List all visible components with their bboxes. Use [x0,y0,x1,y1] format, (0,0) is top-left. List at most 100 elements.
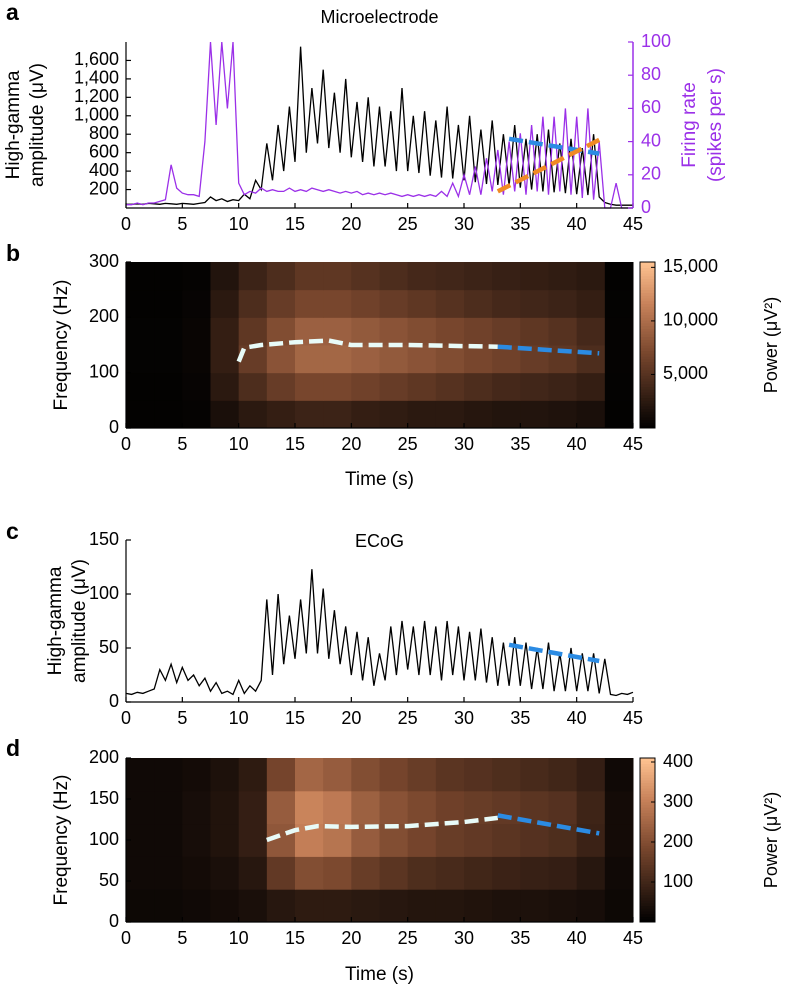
heatmap-cell [492,262,521,291]
heatmap-cell [379,317,409,346]
colorbar-slice [640,361,655,365]
colorbar-slice [640,273,655,277]
x-tick-label: 25 [398,214,418,234]
colorbar-slice [640,848,655,852]
heatmap-cell [154,400,183,429]
chart-title: ECoG [355,531,404,551]
heatmap-cell [210,823,240,857]
heatmap-cell [464,856,493,890]
colorbar-tick-label: 300 [663,791,693,811]
colorbar-slice [640,889,655,893]
heatmap-cell [435,823,465,857]
colorbar-slice [640,325,655,329]
colorbar-slice [640,842,655,846]
colorbar-slice [640,831,655,836]
heatmap-cell [576,856,606,890]
heatmap-cell [295,400,324,429]
heatmap-cell [604,790,634,825]
x-tick-label: 15 [285,214,305,234]
colorbar-slice [640,864,655,868]
heatmap-cell [182,856,211,890]
heatmap-cell [520,289,549,318]
heatmap-cell [126,758,155,792]
x-tick-label: 25 [398,708,418,728]
colorbar-slice [640,320,655,324]
panel-label: c [6,518,19,544]
y-tick-label: 150 [89,529,119,549]
trend-line [508,136,600,156]
colorbar-slice [640,403,655,407]
heatmap-cell [464,823,493,857]
data-line [125,569,634,697]
x-tick-label: 45 [623,708,643,728]
heatmap-cell [435,400,465,429]
y-axis-label: Frequency (Hz) [51,280,72,411]
y-tick-label: 200 [89,178,119,198]
colorbar-slice [640,281,655,285]
colorbar-slice [640,870,655,874]
heatmap-cell [210,345,240,374]
heatmap-cell [379,262,409,291]
colorbar-slice [640,826,655,830]
heatmap-cell [379,758,409,792]
heatmap-cell [210,262,240,291]
heatmap-cell [323,889,352,923]
heatmap-cell [576,400,606,429]
x-tick-label: 10 [229,928,249,948]
heatmap-cell [126,790,155,825]
colorbar-slice [640,908,655,912]
colorbar-slice [640,297,655,302]
heatmap-cell [492,823,521,857]
heatmap-cell [154,889,183,923]
colorbar-slice [640,913,655,918]
colorbar-slice [640,306,655,310]
heatmap-cell [520,262,549,291]
colorbar-frame [639,261,656,429]
colorbar-slice [640,840,655,844]
heatmap-cell [604,400,634,429]
heatmap-cell [464,262,493,291]
x-tick-label: 35 [510,434,530,454]
heatmap-cell [238,823,268,857]
heatmap-cell [548,400,578,429]
heatmap-cell [407,400,437,429]
colorbar-slice [640,372,655,376]
colorbar-slice [640,394,655,399]
y2-tick-label: 20 [641,164,661,184]
heatmap-cell [238,400,268,429]
heatmap-cell [379,400,409,429]
x-tick-label: 35 [510,708,530,728]
heatmap-cell [210,400,240,429]
heatmap-cell [407,790,437,825]
heatmap-cell [520,823,549,857]
colorbar-slice [640,793,655,797]
colorbar-slice [640,900,655,904]
x-tick-label: 0 [121,434,131,454]
colorbar-slice [640,812,655,816]
colorbar-slice [640,364,655,368]
heatmap-cell [266,790,296,825]
y-tick-label: 1,200 [74,86,119,106]
colorbar-frame [639,757,656,923]
heatmap-cell [154,758,183,792]
heatmap-cell [351,317,380,346]
colorbar-slice [640,771,655,775]
colorbar-slice [640,322,655,327]
heatmap-cell [407,856,437,890]
heatmap-cell [520,856,549,890]
data-line [126,46,633,206]
colorbar-slice [640,422,655,426]
heatmap-cell [323,823,352,857]
y-axis-label: Frequency (Hz) [51,775,72,906]
heatmap-cell [407,289,437,318]
heatmap-cell [323,372,352,401]
heatmap-cell [492,856,521,890]
colorbar-slice [640,861,655,866]
colorbar-slice [640,905,655,909]
heatmap-cell [210,317,240,346]
colorbar-slice [640,375,655,379]
colorbar-slice [640,766,655,770]
heatmap-cell [604,889,634,923]
heatmap-cell [351,400,380,429]
colorbar-slice [640,397,655,401]
